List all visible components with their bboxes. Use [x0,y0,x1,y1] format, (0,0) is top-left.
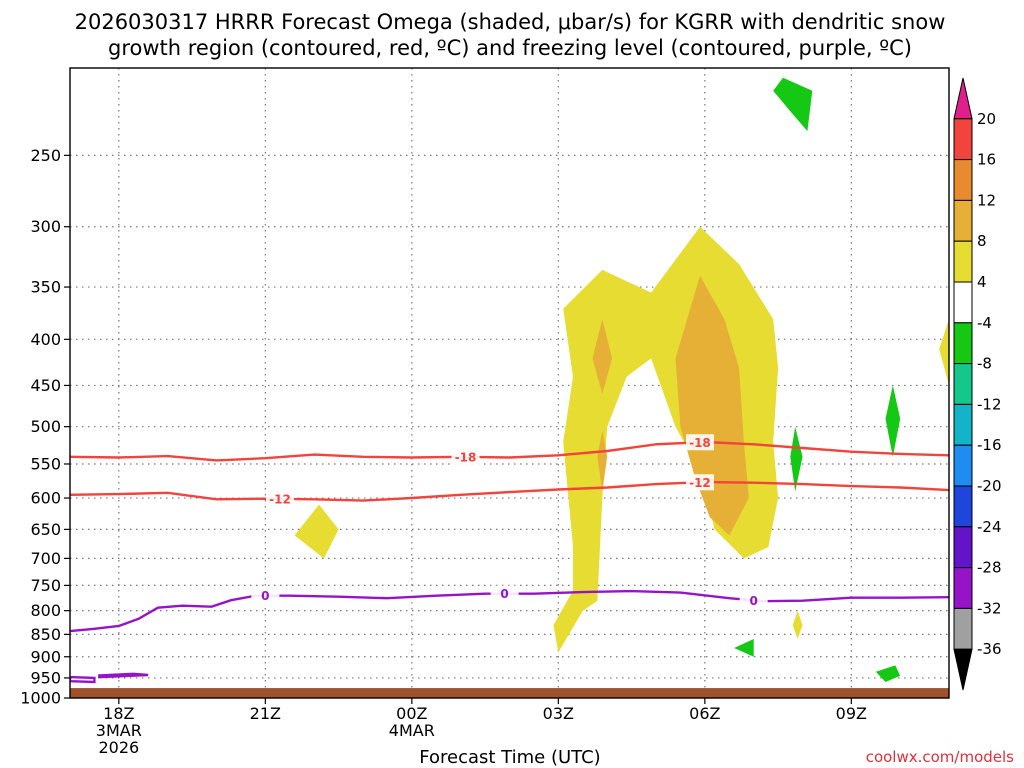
contour-freezing-loop-low [70,675,96,684]
colorbar-tick-label: -36 [977,640,1002,658]
colorbar-tick-label: 12 [977,191,996,209]
x-tick-label-18Z-0: 18Z [103,704,134,723]
contour-label-dgz-minus-12: -12 [685,474,714,491]
omega-region-descent-sliver-0800 [790,426,803,492]
colorbar-tick-label: -24 [977,518,1002,536]
colorbar-swatch-14 [953,648,973,691]
colorbar-swatch-6 [953,322,973,365]
x-tick-label-09Z-0: 09Z [836,704,867,723]
y-tick-label-250: 250 [30,146,61,165]
contour-label-dgz-minus-18: -18 [685,434,714,451]
omega-region-descent-blob-0700 [734,639,754,657]
x-tick-label-00Z-0: 00Z [396,704,427,723]
colorbar-swatch-2 [953,159,973,201]
x-tick-label-18Z-2: 2026 [98,738,139,757]
y-tick-label-350: 350 [30,278,61,297]
omega-region-descent-sliver-1000 [885,385,901,457]
omega-shading-layer [294,77,949,682]
ground-below-surface [70,688,949,698]
y-tick-label-700: 700 [30,549,61,568]
grid-layer [70,68,949,698]
x-tick-label-18Z-1: 3MAR [96,721,142,740]
omega-region-ascent-edge-right [939,319,949,386]
y-tick-label-850: 850 [30,625,61,644]
contour-label-text: 0 [500,587,508,601]
colorbar-tick-label: -8 [977,355,992,373]
y-axis: 250 300 350 400 450 500 550 600 650 700 750 800 850 9… [20,146,70,708]
colorbar: 20 16 12 8 4 -4 -8 -12 -16 -20 -24 -28 -32 -36 [953,77,1002,691]
x-tick-label-00Z-1: 4MAR [389,721,435,740]
chart-title-line1: 2026030317 HRRR Forecast Omega (shaded, … [75,10,946,34]
colorbar-swatch-8 [953,403,973,446]
colorbar-tick-label: -16 [977,436,1002,454]
contour-label-text: -12 [689,476,711,490]
y-tick-label-300: 300 [30,217,61,236]
contour-label-freezing-level-0: 0 [251,587,280,604]
y-tick-label-1000: 1000 [20,689,61,708]
contour-label-freezing-level-0: 0 [490,585,519,602]
y-tick-label-600: 600 [30,489,61,508]
credit-text: coolwx.com/models [866,748,1014,766]
contour-label-dgz-minus-12: -12 [265,490,294,507]
colorbar-tick-label: 16 [977,151,996,169]
omega-region-ascent-blob-21z [294,504,339,559]
omega-region-ascent-sliver-upper [592,319,613,394]
x-axis-label: Forecast Time (UTC) [419,747,600,768]
y-tick-label-450: 450 [30,376,61,395]
contour-label-text: 0 [261,589,269,603]
colorbar-swatch-0 [953,77,973,120]
colorbar-swatch-3 [953,199,973,242]
colorbar-swatch-12 [953,567,973,609]
y-tick-label-500: 500 [30,417,61,436]
colorbar-tick-label: -12 [977,395,1002,413]
contour-freezing-level-0 [70,589,949,633]
colorbar-swatch-4 [953,240,973,283]
omega-region-descent-blob-1000 [875,665,901,682]
omega-region-ascent-core-dendritic [675,275,749,536]
contour-dgz-minus-18 [70,440,949,462]
chart-title-line2: growth region (contoured, red, ºC) and f… [108,36,912,60]
y-tick-label-400: 400 [30,330,61,349]
colorbar-tick-label: 8 [977,232,987,250]
y-tick-label-900: 900 [30,647,61,666]
x-tick-label-06Z-0: 06Z [689,704,720,723]
contour-layer: -18 -12 0 -18 -12 0 0 [70,434,949,684]
colorbar-tick-label: -28 [977,559,1002,577]
contour-dgz-minus-12 [70,480,949,502]
contour-freezing-loop-low2 [98,672,149,679]
colorbar-tick-label: 20 [977,110,996,128]
y-tick-label-650: 650 [30,520,61,539]
contour-label-text: -18 [455,450,477,464]
omega-region-ascent-core-main [553,226,779,653]
x-tick-label-21Z-0: 21Z [250,704,281,723]
contour-label-text: -18 [689,436,711,450]
y-tick-label-800: 800 [30,601,61,620]
colorbar-swatch-11 [953,526,973,569]
y-tick-label-950: 950 [30,668,61,687]
colorbar-swatch-5 [953,281,973,324]
colorbar-swatch-10 [953,485,973,528]
colorbar-swatch-1 [953,118,973,161]
contour-label-text: 0 [749,594,757,608]
colorbar-swatch-9 [953,444,973,487]
y-tick-label-750: 750 [30,576,61,595]
colorbar-swatch-7 [953,363,973,405]
x-tick-label-03Z-0: 03Z [543,704,574,723]
colorbar-swatch-13 [953,607,973,650]
omega-region-ascent-sliver-lower [597,430,608,492]
plot-frame [69,67,950,699]
contour-label-dgz-minus-18: -18 [451,448,480,465]
omega-region-descent-top-0800 [773,77,813,132]
y-tick-label-550: 550 [30,454,61,473]
contour-label-freezing-level-0: 0 [739,592,768,609]
colorbar-tick-label: -20 [977,477,1002,495]
colorbar-tick-label: 4 [977,273,987,291]
colorbar-tick-label: -4 [977,314,992,332]
contour-label-text: -12 [269,492,291,506]
omega-region-ascent-dot-0800 [792,610,803,639]
colorbar-tick-label: -32 [977,599,1002,617]
